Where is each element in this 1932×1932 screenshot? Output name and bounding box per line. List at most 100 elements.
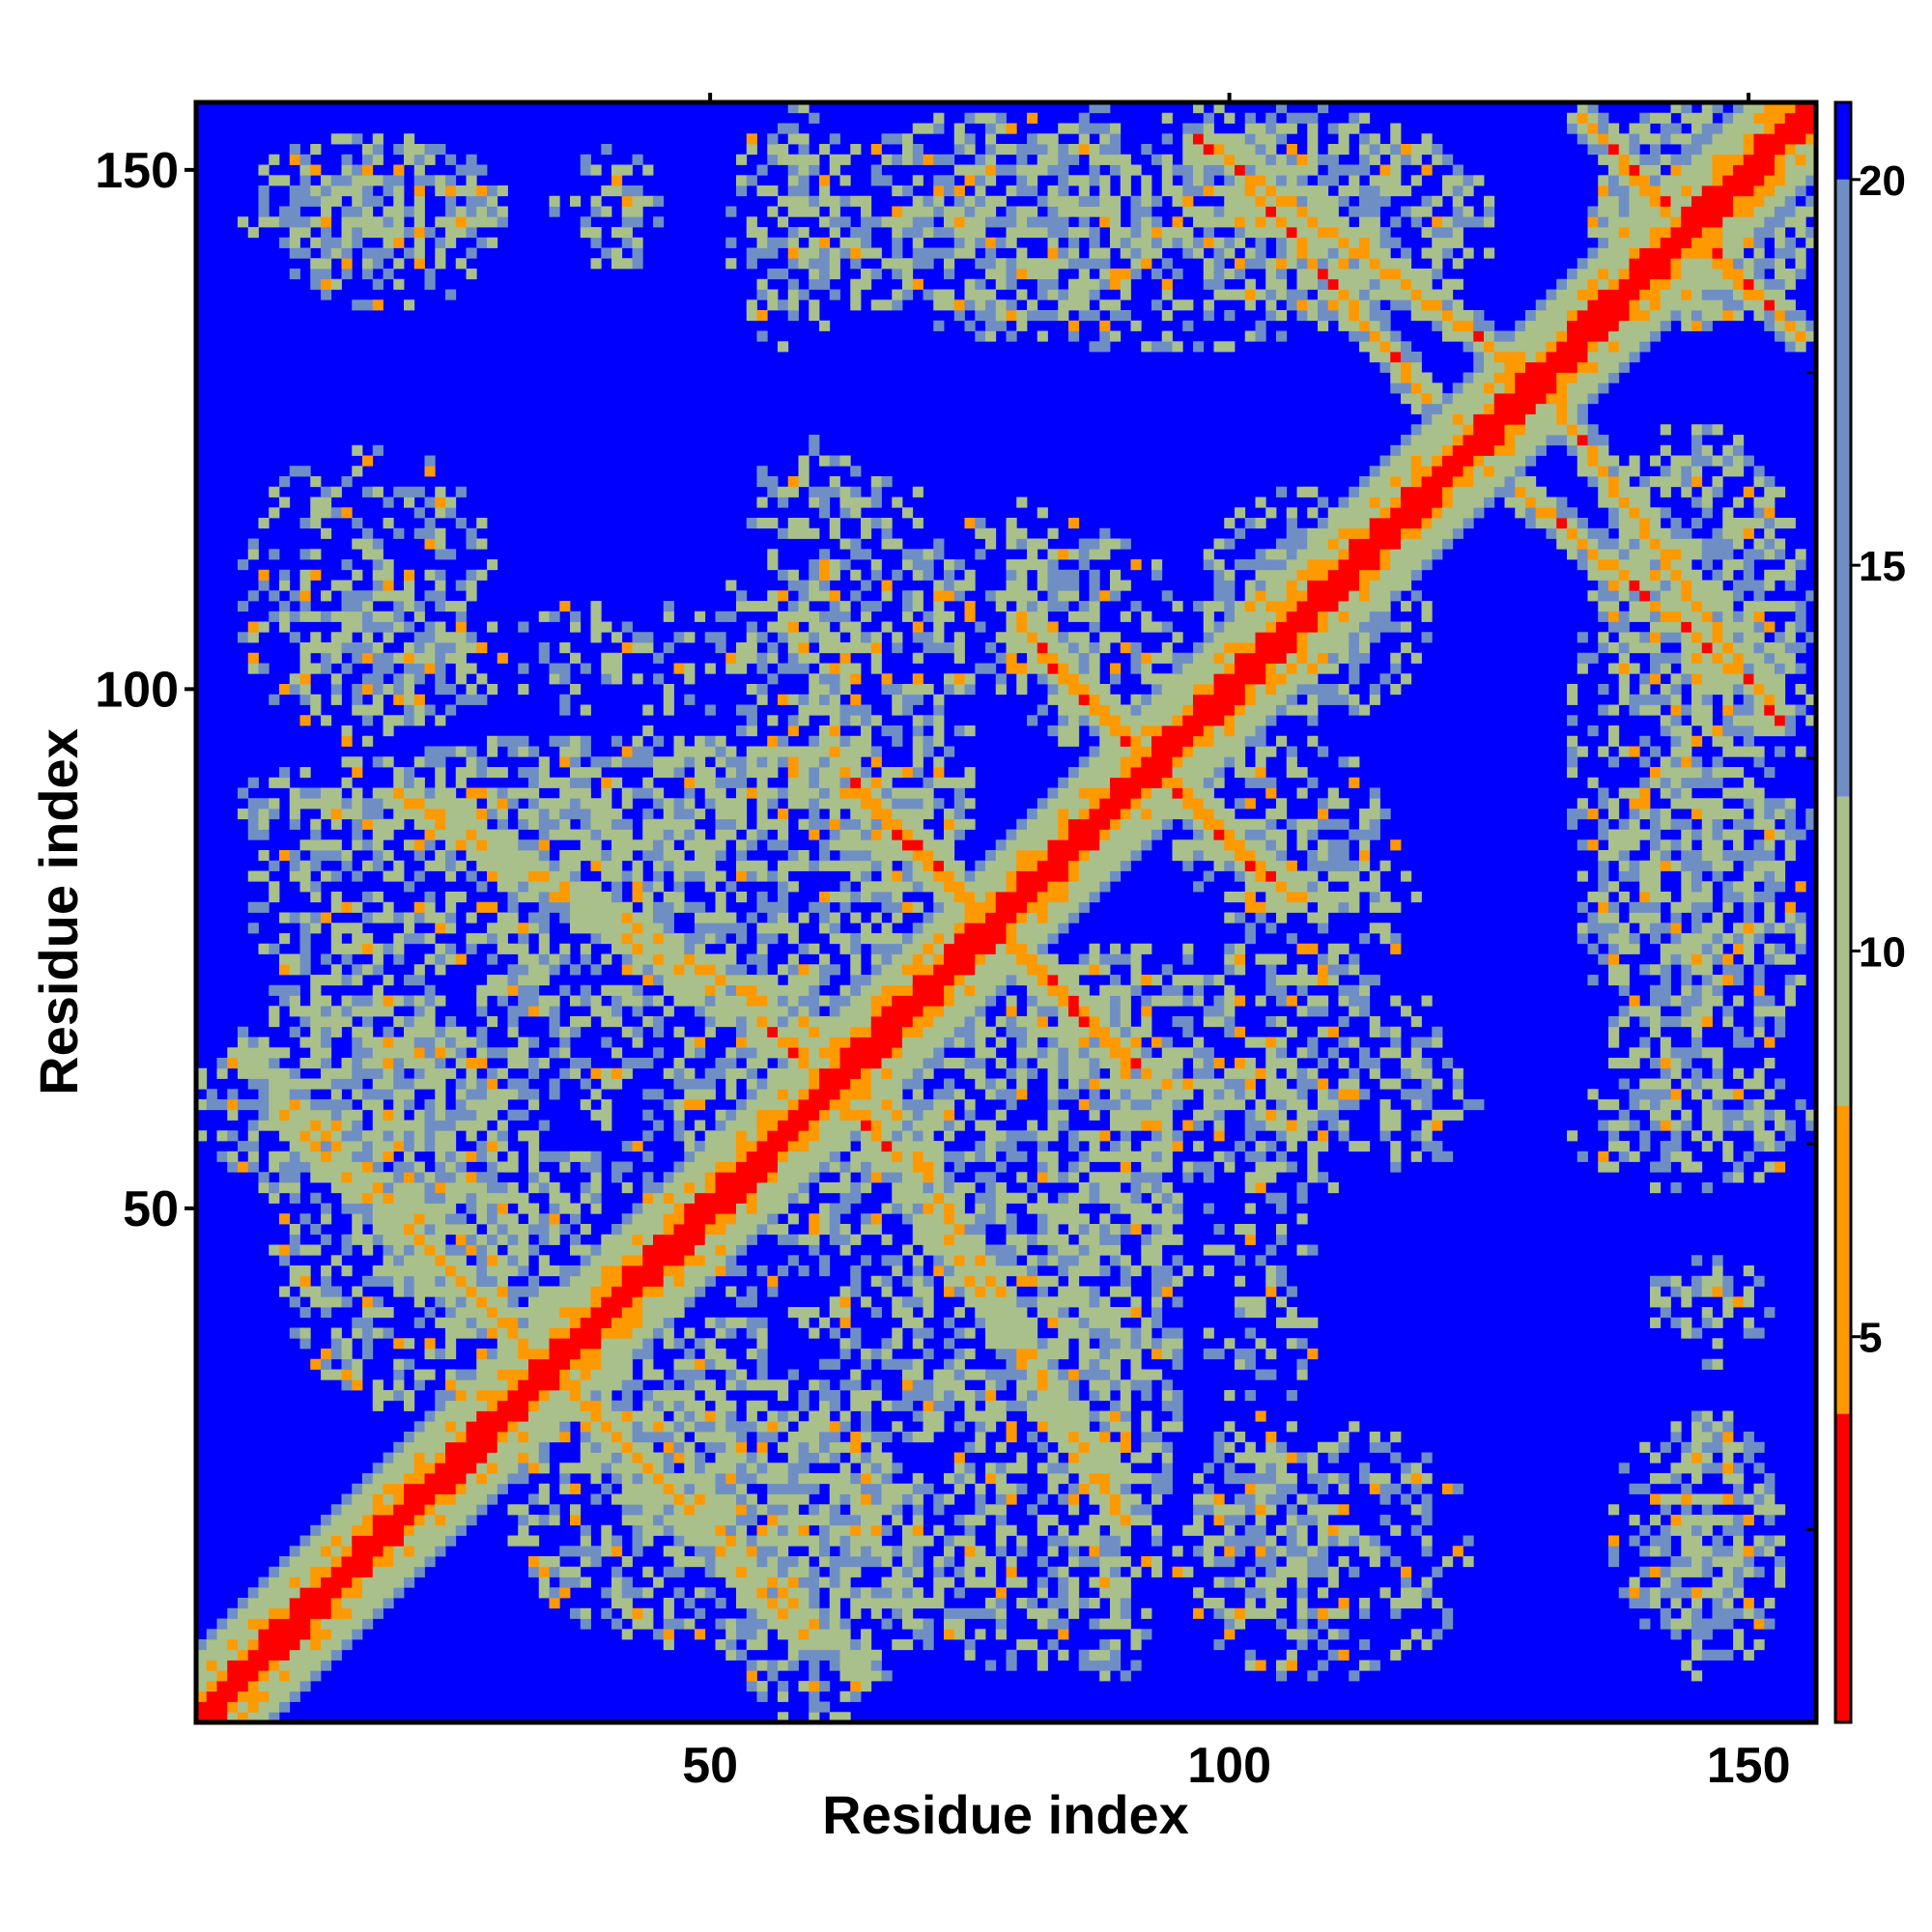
heatmap-cell	[715, 1224, 726, 1236]
heatmap-cell	[466, 1078, 477, 1090]
heatmap-cell	[819, 694, 831, 705]
heatmap-cell	[881, 1618, 893, 1630]
heatmap-cell	[912, 943, 923, 954]
heatmap-cell	[704, 787, 716, 799]
heatmap-cell	[404, 1016, 415, 1028]
heatmap-cell	[559, 1546, 571, 1557]
heatmap-cell	[653, 1265, 665, 1277]
heatmap-cell	[299, 518, 311, 529]
heatmap-cell	[850, 1535, 862, 1547]
heatmap-cell	[362, 1566, 374, 1577]
heatmap-cell	[321, 975, 332, 986]
heatmap-cell	[632, 746, 643, 757]
heatmap-cell	[673, 1172, 685, 1183]
heatmap-cell	[445, 892, 457, 903]
heatmap-cell	[413, 1535, 425, 1547]
heatmap-cell	[487, 975, 498, 986]
heatmap-cell	[321, 995, 332, 1007]
heatmap-cell	[362, 673, 374, 685]
heatmap-cell	[684, 1452, 696, 1463]
heatmap-cell	[404, 1504, 415, 1516]
heatmap-cell	[507, 1452, 519, 1463]
heatmap-cell	[767, 870, 779, 882]
heatmap-cell	[850, 1546, 862, 1557]
heatmap-cell	[279, 933, 291, 945]
heatmap-cell	[902, 206, 914, 217]
heatmap-cell	[528, 1058, 540, 1069]
heatmap-cell	[767, 912, 779, 923]
heatmap-cell	[736, 870, 748, 882]
heatmap-cell	[611, 756, 623, 768]
heatmap-cell	[549, 1515, 560, 1526]
heatmap-cell	[404, 227, 415, 239]
heatmap-cell	[736, 984, 748, 996]
heatmap-cell	[870, 1504, 882, 1516]
heatmap-cell	[642, 933, 654, 945]
heatmap-cell	[621, 185, 633, 197]
heatmap-cell	[372, 652, 384, 664]
heatmap-cell	[767, 289, 779, 300]
heatmap-cell	[902, 694, 914, 705]
heatmap-cell	[570, 1566, 582, 1577]
heatmap-cell	[684, 1224, 696, 1236]
heatmap-cell	[487, 1182, 498, 1194]
heatmap-cell	[704, 1234, 716, 1245]
heatmap-cell	[404, 1483, 415, 1494]
heatmap-cell	[829, 1400, 840, 1411]
heatmap-cell	[704, 1265, 716, 1277]
heatmap-cell	[455, 1369, 467, 1380]
heatmap-cell	[590, 995, 602, 1007]
heatmap-cell	[632, 1432, 643, 1443]
heatmap-cell	[238, 1629, 249, 1640]
heatmap-cell	[861, 1358, 872, 1370]
heatmap-cell	[476, 1109, 488, 1121]
heatmap-cell	[393, 1265, 405, 1277]
heatmap-cell	[445, 1432, 457, 1443]
heatmap-cell	[756, 870, 768, 882]
heatmap-cell	[518, 892, 529, 903]
heatmap-cell	[839, 1130, 851, 1142]
heatmap-cell	[736, 663, 748, 674]
heatmap-cell	[383, 590, 394, 602]
heatmap-cell	[632, 185, 643, 197]
heatmap-cell	[372, 798, 384, 810]
heatmap-cell	[549, 1016, 560, 1028]
heatmap-cell	[330, 933, 342, 945]
heatmap-cell	[435, 1483, 446, 1494]
heatmap-cell	[923, 247, 934, 259]
heatmap-cell	[839, 1234, 851, 1245]
heatmap-cell	[538, 860, 550, 871]
heatmap-cell	[372, 1307, 384, 1319]
heatmap-cell	[902, 1618, 914, 1630]
heatmap-cell	[787, 1441, 799, 1453]
heatmap-cell	[279, 621, 291, 633]
heatmap-cell	[341, 164, 353, 176]
heatmap-cell	[642, 1317, 654, 1328]
heatmap-cell	[839, 881, 851, 893]
heatmap-cell	[341, 1639, 353, 1651]
heatmap-cell	[413, 1234, 425, 1245]
heatmap-cell	[372, 1172, 384, 1183]
heatmap-cell	[601, 1524, 612, 1536]
heatmap-cell	[299, 912, 311, 923]
heatmap-cell	[611, 850, 623, 862]
heatmap-cell	[756, 310, 768, 322]
heatmap-cell	[767, 1130, 779, 1142]
heatmap-cell	[881, 933, 893, 945]
heatmap-cell	[870, 1224, 882, 1236]
heatmap-cell	[321, 652, 332, 664]
heatmap-cell	[206, 1629, 217, 1640]
heatmap-cell	[580, 164, 591, 176]
heatmap-cell	[746, 247, 757, 259]
heatmap-cell	[330, 1172, 342, 1183]
heatmap-cell	[870, 1587, 882, 1599]
heatmap-cell	[715, 777, 726, 788]
heatmap-cell	[736, 1504, 748, 1516]
heatmap-cell	[341, 1358, 353, 1370]
heatmap-cell	[393, 1535, 405, 1547]
heatmap-cell	[684, 1535, 696, 1547]
heatmap-cell	[933, 1089, 945, 1100]
heatmap-cell	[435, 715, 446, 726]
heatmap-cell	[383, 912, 394, 923]
heatmap-cell	[861, 1120, 872, 1131]
